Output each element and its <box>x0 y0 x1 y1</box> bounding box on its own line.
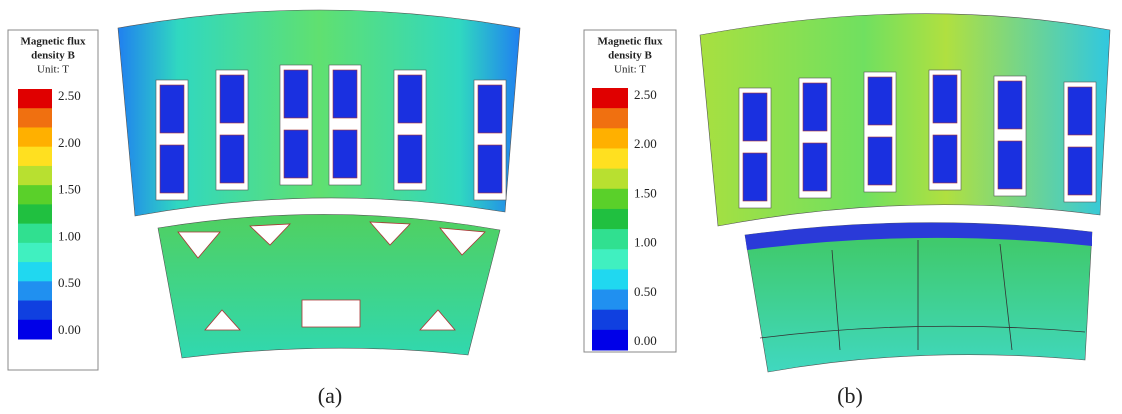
color-band <box>18 262 52 282</box>
tick-label: 0.00 <box>58 322 81 337</box>
color-band <box>18 147 52 167</box>
color-band <box>592 108 628 129</box>
coil <box>284 130 308 178</box>
legend-title: Magnetic flux <box>597 36 663 48</box>
legend-title: density B <box>608 50 652 62</box>
coil <box>743 153 767 201</box>
tick-label: 1.50 <box>58 182 81 197</box>
coil <box>1068 87 1092 135</box>
tick-label: 2.00 <box>58 135 81 150</box>
legend-title: density B <box>31 50 75 62</box>
color-band <box>592 330 628 351</box>
coil <box>998 141 1022 189</box>
color-band <box>18 127 52 147</box>
caption: (b) <box>837 383 863 408</box>
color-band <box>18 185 52 205</box>
tick-label: 1.00 <box>58 228 81 243</box>
coil <box>868 77 892 125</box>
color-band <box>18 89 52 109</box>
tick-label: 2.00 <box>634 136 657 151</box>
color-band <box>18 281 52 301</box>
coil <box>933 135 957 183</box>
tick-label: 1.50 <box>634 185 657 200</box>
rotor-b <box>745 223 1092 372</box>
coil <box>398 75 422 123</box>
legend-unit: Unit: T <box>37 64 69 76</box>
tick-label: 0.50 <box>634 284 657 299</box>
color-band <box>592 310 628 331</box>
color-band <box>592 88 628 109</box>
coil <box>333 70 357 118</box>
coil <box>160 145 184 193</box>
tick-label: 1.00 <box>634 235 657 250</box>
color-band <box>18 108 52 128</box>
color-band <box>18 224 52 244</box>
coil <box>220 75 244 123</box>
coil <box>803 143 827 191</box>
coil <box>998 81 1022 129</box>
coil <box>743 93 767 141</box>
color-band <box>18 166 52 186</box>
color-band <box>592 189 628 210</box>
legend-unit: Unit: T <box>614 64 646 76</box>
color-band <box>592 148 628 169</box>
color-band <box>592 128 628 149</box>
coil <box>284 70 308 118</box>
coil <box>398 135 422 183</box>
coil <box>933 75 957 123</box>
color-band <box>592 290 628 311</box>
coil <box>478 145 502 193</box>
color-band <box>592 169 628 190</box>
tick-label: 0.50 <box>58 275 81 290</box>
figure: Magnetic flux density B Unit: T 2.50 2.00 1.5… <box>0 0 1122 414</box>
tick-label: 0.00 <box>634 333 657 348</box>
color-band <box>592 209 628 230</box>
coil <box>220 135 244 183</box>
tick-label: 2.50 <box>58 88 81 103</box>
coil <box>1068 147 1092 195</box>
color-band <box>592 269 628 290</box>
coil <box>160 85 184 133</box>
legend-title: Magnetic flux <box>20 36 86 48</box>
color-band <box>18 204 52 224</box>
color-band <box>18 301 52 321</box>
coil <box>868 137 892 185</box>
coil <box>803 83 827 131</box>
color-band <box>18 320 52 340</box>
coil <box>333 130 357 178</box>
coil <box>478 85 502 133</box>
color-band <box>592 249 628 270</box>
color-band <box>18 243 52 263</box>
caption: (a) <box>318 383 342 408</box>
color-band <box>592 229 628 250</box>
tick-label: 2.50 <box>634 87 657 102</box>
